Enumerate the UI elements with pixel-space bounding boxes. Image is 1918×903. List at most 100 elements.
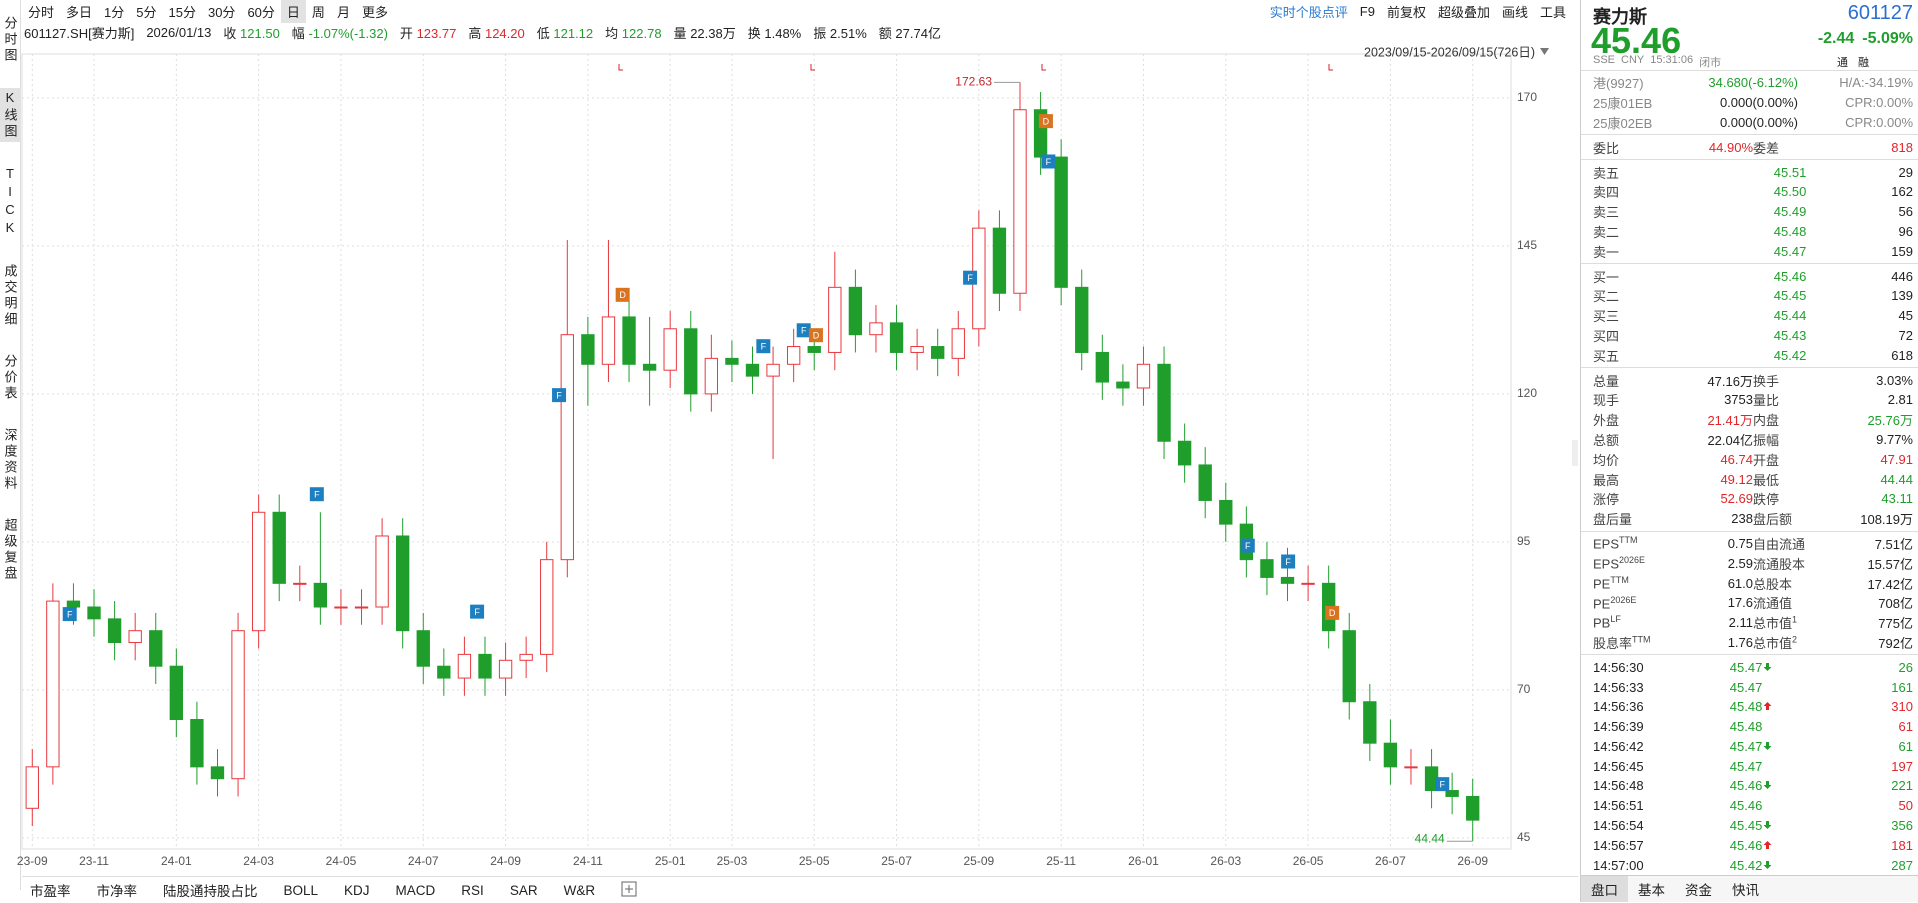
period-tab[interactable]: 30分 [207,4,236,20]
indicator-tab[interactable]: RSI [461,882,484,898]
change-pct: -5.09% [1862,30,1913,47]
trade-time: 14:56:30 [1593,659,1644,675]
trade-time: 14:56:54 [1593,818,1644,834]
indicator-tab[interactable]: BOLL [283,882,319,898]
trade-volume: 181 [1891,837,1913,853]
top-flag [618,64,623,71]
book-volume: 162 [1891,184,1913,200]
sidebar: 分时图 K线图 TICK 成交明细分价表深度资料超级复盘 [0,0,21,890]
period-tab[interactable]: 5分 [136,4,157,20]
x-tick-label: 25-05 [799,854,830,868]
stat-label: 最低 [1753,472,1780,488]
tool-button[interactable]: F9 [1359,3,1375,19]
panel-tab[interactable]: 快讯 [1732,883,1759,898]
stat-value: 2.59 [1727,555,1753,571]
indicator-tab[interactable]: SAR [509,882,538,898]
side-tab[interactable]: 成交明细 [2,264,18,328]
meta: SSE CNY 15:31:06 闭市 [1593,54,1721,70]
period-tab[interactable]: 1分 [104,4,125,20]
event-marker-label: F [474,607,480,617]
event-marker-label: D [619,290,626,300]
candle-body [272,511,286,584]
candle-body [848,286,863,336]
event-marker-label: F [801,326,807,336]
stat-row: PBLF 2.11 总市值1 775亿 [1581,613,1918,633]
event-marker [552,388,567,403]
period-tab[interactable]: 周 [311,4,325,20]
stat-label: 总额 [1593,432,1620,448]
stat-value: 47.16万 [1707,373,1753,389]
tool-button[interactable]: 前复权 [1386,4,1426,20]
book-row: 买一 45.46 446 [1581,266,1918,286]
quote-item: 额 27.74亿 [879,23,941,42]
quote-label: 均 [605,25,619,41]
indicator-tab[interactable]: KDJ [344,882,370,898]
candle-body [581,334,595,365]
tool-button[interactable]: 工具 [1539,4,1566,20]
trade-time: 14:56:48 [1593,778,1644,794]
quote-value: 22.38万 [690,25,736,41]
candle-body [169,665,184,720]
trade-price: 45.46 [1729,798,1763,814]
book-label: 买二 [1593,289,1620,305]
period-tab[interactable]: 日 [280,0,306,23]
x-tick-label: 23-09 [17,854,48,868]
meta-item: SSE [1593,54,1616,66]
y-tick-label: 45 [1517,830,1531,844]
panel-tab[interactable]: 盘口 [1581,876,1628,902]
book-row: 卖二 45.48 96 [1581,222,1918,242]
candle-body [25,766,39,809]
quote-item: 高 124.20 [468,23,524,42]
panel-tab[interactable]: 基本 [1638,883,1665,898]
stat-label: 涨停 [1593,492,1620,508]
tool-button[interactable]: 实时个股点评 [1269,4,1348,20]
candle-body [1219,499,1233,525]
stat-row: PE2026E 17.6 流通值 708亿 [1581,593,1918,613]
candle-body [869,322,883,336]
side-tab[interactable]: 分价表 [2,354,18,402]
quote-item: 低 121.12 [537,23,593,42]
side-tab[interactable]: 分时图 [2,16,18,64]
tool-button[interactable]: 画线 [1501,4,1528,20]
indicator-tab[interactable]: 市净率 [96,884,138,899]
stat-value: 0.75 [1727,535,1753,551]
book-price: 45.49 [1773,204,1807,220]
period-tab[interactable]: 15分 [168,4,196,20]
tool-button[interactable]: 超级叠加 [1437,4,1490,20]
fundamentals: EPSTTM 0.75 自由流通 7.51亿 EPS2026E 2.59 流通股本 15.57… [1581,530,1918,655]
quote-label: 高 [468,25,482,41]
book-label: 买四 [1593,328,1620,344]
period-tab[interactable]: 更多 [361,4,388,20]
candle-body [66,600,81,608]
book-row: 卖四 45.50 162 [1581,182,1918,202]
side-tab[interactable]: 超级复盘 [2,518,18,582]
trade-price-cell: 45.47 [1700,660,1807,675]
trade-price-cell: 45.45 [1700,818,1807,833]
meta-item: 闭市 [1699,57,1722,69]
period-tab[interactable]: 60分 [247,4,275,20]
indicator-tab[interactable]: MACD [395,882,436,898]
panel-tab[interactable]: 资金 [1685,883,1712,898]
weibi-row: 委比 44.90% 委差 818 [1581,137,1918,157]
side-tab[interactable]: TICK [2,166,18,238]
side-tab[interactable]: K线图 [0,88,21,142]
candle-body [190,718,204,768]
indicator-tab[interactable]: 市盈率 [30,884,71,899]
stat-value: 47.91 [1880,451,1913,467]
period-tab[interactable]: 多日 [66,4,93,20]
side-tab[interactable]: 深度资料 [2,428,18,492]
indicator-tab[interactable]: W&R [563,882,596,898]
indicator-tab[interactable]: 陆股通持股占比 [163,884,258,899]
candle-body [313,582,328,608]
period-tab[interactable]: 月 [336,4,350,20]
period-tab[interactable]: 分时 [28,4,55,20]
y-tick-label: 120 [1517,386,1537,400]
quote-label: 收 [223,25,237,41]
trade-row: 14:56:57 45.46 181 [1581,835,1918,855]
trade-volume: 287 [1891,857,1913,873]
weibi-cell: 委比 [1593,140,1620,156]
stat-value: 52.69 [1720,491,1753,507]
stat-row: 总量 47.16万 换手 3.03% [1581,370,1918,390]
trade-row: 14:56:54 45.45 356 [1581,816,1918,836]
stat-label: PETTM [1593,574,1629,592]
